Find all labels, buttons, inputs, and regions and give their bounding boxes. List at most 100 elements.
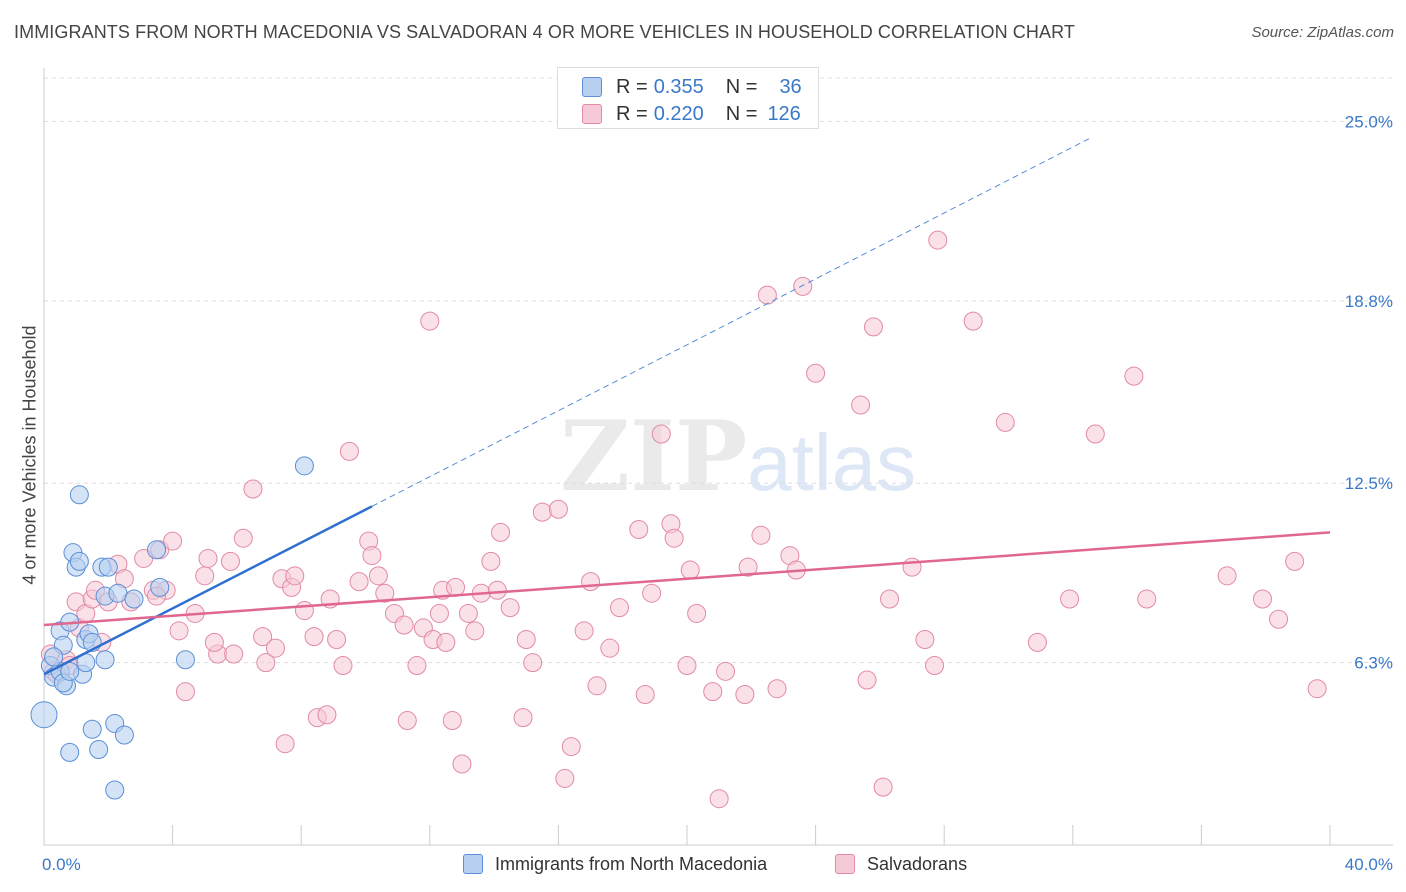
legend-n-value: 36 <box>779 75 802 98</box>
salvadoran-point <box>362 546 382 566</box>
legend-swatch-blue <box>582 77 602 97</box>
bottom-legend-swatch-pink <box>835 854 855 874</box>
salvadoran-point <box>339 441 359 461</box>
salvadoran-point <box>1060 589 1080 609</box>
north-macedonia-point <box>89 739 109 759</box>
north-macedonia-point <box>114 725 134 745</box>
salvadoran-point <box>253 627 273 647</box>
salvadoran-point <box>857 670 877 690</box>
salvadoran-point <box>609 598 629 618</box>
salvadoran-point <box>436 632 456 652</box>
x-tick-label: 40.0% <box>1345 855 1393 874</box>
y-axis-label: 4 or more Vehicles in Household <box>19 325 40 585</box>
salvadoran-point <box>757 285 777 305</box>
salvadoran-point <box>285 566 305 586</box>
salvadoran-point <box>394 615 414 635</box>
salvadoran-point <box>687 603 707 623</box>
salvadoran-point <box>555 768 575 788</box>
salvadoran-point <box>349 572 369 592</box>
salvadoran-point <box>491 522 511 542</box>
salvadoran-point <box>163 531 183 551</box>
salvadoran-point <box>523 653 543 673</box>
legend-n-label: N = <box>725 75 758 98</box>
north-macedonia-point <box>69 551 89 571</box>
salvadoran-point <box>317 705 337 725</box>
salvadoran-point <box>651 424 671 444</box>
north-macedonia-point <box>147 540 167 560</box>
salvadoran-point <box>925 656 945 676</box>
salvadoran-point <box>751 525 771 545</box>
legend-r-value: 0.355 <box>653 75 704 98</box>
salvadoran-point <box>175 682 195 702</box>
salvadoran-point <box>703 682 723 702</box>
salvadoran-point <box>195 566 215 586</box>
legend-row-salvadorans: R = 0.220 N = 126 <box>582 102 801 126</box>
salvadoran-point <box>327 630 347 650</box>
salvadoran-point <box>793 276 813 296</box>
salvadoran-point <box>500 598 520 618</box>
legend-row-north-macedonia: R = 0.355 N = 36 <box>582 75 802 99</box>
salvadoran-point <box>224 644 244 664</box>
salvadoran-point <box>481 551 501 571</box>
north-macedonia-point <box>150 577 170 597</box>
salvadoran-point <box>1137 589 1157 609</box>
salvadoran-point <box>767 679 787 699</box>
bottom-legend-salvadorans: Salvadorans <box>835 852 967 876</box>
salvadoran-point <box>198 548 218 568</box>
salvadoran-point <box>513 708 533 728</box>
north-macedonia-point <box>69 485 89 505</box>
salvadoran-point <box>233 528 253 548</box>
salvadoran-point <box>863 317 883 337</box>
source-credit: Source: ZipAtlas.com <box>1251 24 1394 41</box>
salvadoran-point <box>600 638 620 658</box>
legend-n-label: N = <box>725 102 758 125</box>
salvadoran-trend-line <box>43 531 1331 627</box>
salvadoran-point <box>532 502 552 522</box>
salvadoran-point <box>1124 366 1144 386</box>
salvadoran-point <box>635 684 655 704</box>
bottom-legend-label: Immigrants from North Macedonia <box>495 853 768 874</box>
salvadoran-point <box>516 630 536 650</box>
salvadoran-point <box>420 311 440 331</box>
legend-swatch-pink <box>582 104 602 124</box>
salvadoran-point <box>873 777 893 797</box>
salvadoran-point <box>677 656 697 676</box>
legend-n-value: 126 <box>767 102 801 125</box>
salvadoran-point <box>928 230 948 250</box>
salvadoran-point <box>1269 609 1289 629</box>
salvadoran-point <box>664 528 684 548</box>
salvadoran-point <box>709 789 729 809</box>
salvadoran-point <box>442 711 462 731</box>
north-macedonia-point <box>95 650 115 670</box>
salvadoran-point <box>487 580 507 600</box>
correlation-legend: R = 0.355 N = 36 R = 0.220 N = 126 <box>557 67 819 129</box>
salvadoran-point <box>220 551 240 571</box>
salvadoran-point <box>407 656 427 676</box>
north-macedonia-trend-line <box>43 505 373 676</box>
legend-r-label: R = <box>616 102 648 125</box>
salvadoran-point <box>1217 566 1237 586</box>
salvadoran-point <box>1027 632 1047 652</box>
y-tick-label: 12.5% <box>1345 474 1393 493</box>
salvadoran-point <box>397 711 417 731</box>
salvadoran-point <box>304 627 324 647</box>
salvadoran-point <box>243 479 263 499</box>
salvadoran-point <box>642 583 662 603</box>
north-macedonia-point <box>108 583 128 603</box>
salvadoran-point <box>465 621 485 641</box>
salvadoran-point <box>548 499 568 519</box>
north-macedonia-point <box>175 650 195 670</box>
north-macedonia-point <box>294 456 314 476</box>
salvadoran-point <box>333 656 353 676</box>
salvadoran-point <box>452 754 472 774</box>
salvadoran-point <box>1285 551 1305 571</box>
bottom-legend-swatch-blue <box>463 854 483 874</box>
salvadoran-point <box>429 603 449 623</box>
salvadoran-point <box>275 734 295 754</box>
bottom-legend-label: Salvadorans <box>867 853 968 874</box>
salvadoran-point <box>169 621 189 641</box>
salvadoran-point <box>1252 589 1272 609</box>
salvadoran-point <box>680 560 700 580</box>
north-macedonia-point <box>82 719 102 739</box>
